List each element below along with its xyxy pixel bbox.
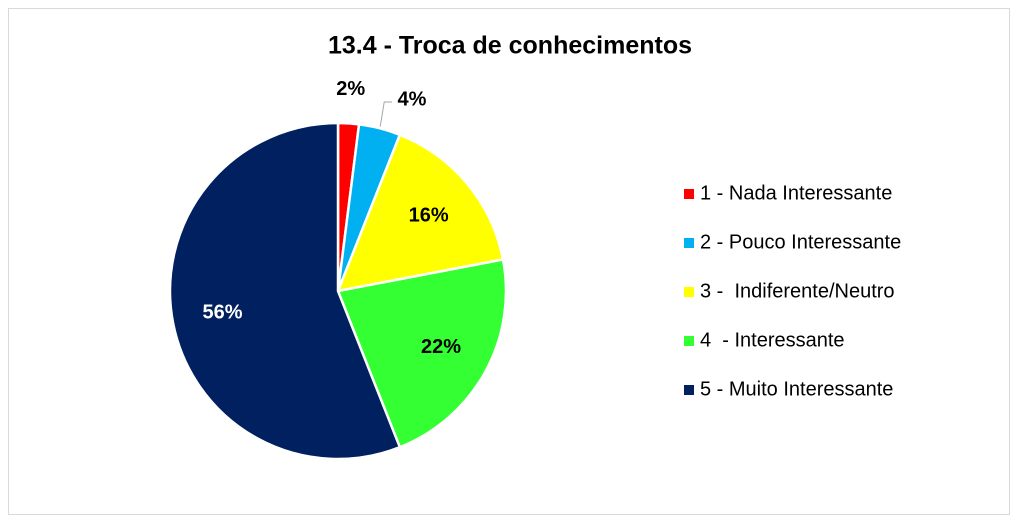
legend-swatch [684,287,694,297]
legend-swatch [684,238,694,248]
data-label: 16% [409,204,449,226]
pie-slice [336,258,508,449]
legend-label: 1 - Nada Interessante [700,182,892,204]
legend-label: 3 - Indiferente/Neutro [700,280,895,302]
legend-label: 4 - Interessante [700,329,845,351]
leader-line [379,101,392,127]
legend-swatch [684,336,694,346]
legend-swatch [684,385,694,395]
legend-label: 5 - Muito Interessante [700,378,893,400]
pie-slice [336,133,505,293]
data-label: 2% [336,78,365,100]
data-label: 56% [202,301,242,323]
pie: 2% 4% 16% 22% 56% [168,78,508,461]
data-label: 22% [421,336,461,358]
legend: 1 - Nada Interessante 2 - Pouco Interessa… [684,182,901,400]
legend-swatch [684,189,694,199]
data-label: 4% [398,88,427,110]
legend-label: 2 - Pouco Interessante [700,231,901,253]
chart-frame [8,8,1010,515]
pie-slice [168,121,402,461]
chart-title: 13.4 - Troca de conhecimentos [328,32,692,60]
